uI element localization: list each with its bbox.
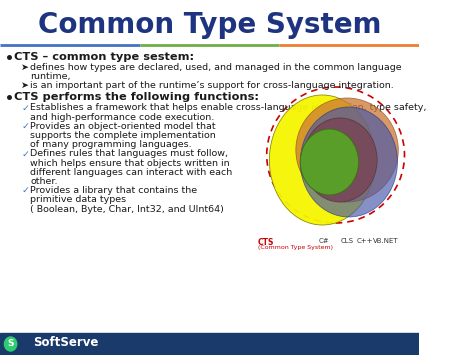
Text: ➤: ➤	[21, 63, 29, 72]
Text: other.: other.	[30, 177, 57, 186]
Text: and high-performance code execution.: and high-performance code execution.	[30, 113, 214, 122]
Text: Provides an object-oriented model that: Provides an object-oriented model that	[30, 122, 216, 131]
FancyBboxPatch shape	[0, 333, 419, 355]
Text: ✓: ✓	[21, 149, 29, 158]
Text: Provides a library that contains the: Provides a library that contains the	[30, 186, 197, 195]
Text: ✓: ✓	[21, 103, 29, 113]
Text: S: S	[8, 339, 14, 349]
Text: (Common Type System): (Common Type System)	[258, 245, 333, 250]
Text: defines how types are declared, used, and managed in the common language: defines how types are declared, used, an…	[30, 63, 401, 72]
Text: is an important part of the runtime’s support for cross-language integration.: is an important part of the runtime’s su…	[30, 81, 394, 91]
Text: CTS performs the following functions:: CTS performs the following functions:	[14, 92, 259, 102]
Text: CLS: CLS	[341, 238, 354, 244]
Text: Establishes a framework that helps enable cross-language integration, type safet: Establishes a framework that helps enabl…	[30, 103, 427, 113]
Text: ( Boolean, Byte, Char, Int32, and UInt64): ( Boolean, Byte, Char, Int32, and UInt64…	[30, 204, 224, 214]
Text: •: •	[5, 92, 14, 106]
Text: VB.NET: VB.NET	[373, 238, 399, 244]
Text: Common Type System: Common Type System	[37, 11, 381, 39]
Text: which helps ensure that objects written in: which helps ensure that objects written …	[30, 159, 229, 168]
Ellipse shape	[296, 98, 398, 202]
Text: different languages can interact with each: different languages can interact with ea…	[30, 168, 232, 177]
Text: of many programming languages.: of many programming languages.	[30, 140, 191, 149]
Text: CTS – common type sestem:: CTS – common type sestem:	[14, 52, 194, 62]
Text: ✓: ✓	[21, 186, 29, 195]
Text: Defines rules that languages must follow,: Defines rules that languages must follow…	[30, 149, 228, 158]
Text: runtime,: runtime,	[30, 72, 71, 81]
Ellipse shape	[301, 129, 358, 195]
Ellipse shape	[301, 107, 397, 217]
Ellipse shape	[269, 95, 375, 225]
Text: primitive data types: primitive data types	[30, 195, 126, 204]
Text: supports the complete implementation: supports the complete implementation	[30, 131, 216, 140]
Text: CTS: CTS	[258, 238, 274, 247]
Text: ✓: ✓	[21, 122, 29, 131]
Text: SoftServe: SoftServe	[34, 337, 99, 350]
Circle shape	[4, 337, 17, 351]
Text: C++: C++	[356, 238, 373, 244]
Text: •: •	[5, 52, 14, 66]
Text: ➤: ➤	[21, 81, 29, 91]
Ellipse shape	[303, 118, 377, 202]
Text: C#: C#	[319, 238, 329, 244]
